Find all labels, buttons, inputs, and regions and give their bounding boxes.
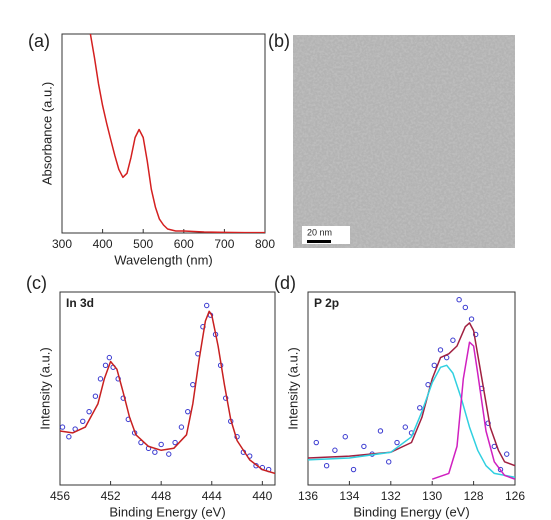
x-axis-label: Wavelength (nm) xyxy=(114,252,213,267)
panel-label: (a) xyxy=(28,31,50,51)
data-point xyxy=(106,354,113,361)
data-point xyxy=(386,459,392,465)
data-point xyxy=(178,424,185,430)
scale-bar-label: 20 nm xyxy=(307,227,332,237)
data-point xyxy=(166,451,172,457)
data-line xyxy=(308,364,515,479)
data-point xyxy=(323,463,330,469)
x-tick-label: 600 xyxy=(174,237,194,251)
x-tick-label: 452 xyxy=(101,489,121,503)
x-tick-label: 700 xyxy=(214,237,234,251)
data-point xyxy=(456,297,462,303)
annotation: In 3d xyxy=(66,296,94,310)
x-tick-label: 500 xyxy=(133,237,153,251)
data-point xyxy=(80,418,86,425)
annotation: P 2p xyxy=(314,296,339,310)
y-axis-label: Absorbance (a.u.) xyxy=(39,82,54,185)
data-point xyxy=(394,439,400,446)
data-point xyxy=(66,434,72,440)
data-point xyxy=(450,337,456,343)
data-point xyxy=(437,347,444,353)
panel-label: (c) xyxy=(26,273,47,293)
data-point xyxy=(222,395,229,401)
data-point xyxy=(504,451,510,457)
x-tick-label: 444 xyxy=(202,489,222,503)
panel-label: (d) xyxy=(274,273,296,293)
plot-frame xyxy=(59,291,276,486)
plot-frame xyxy=(307,291,516,486)
x-tick-label: 800 xyxy=(255,237,275,251)
data-line xyxy=(89,34,265,233)
data-point xyxy=(402,424,408,430)
x-tick-label: 448 xyxy=(151,489,171,503)
data-point xyxy=(497,466,504,473)
x-tick-label: 456 xyxy=(50,489,70,503)
plot-frame xyxy=(61,33,266,234)
x-axis-label: Binding Energy (eV) xyxy=(353,504,469,519)
data-point xyxy=(172,439,178,446)
data-point xyxy=(468,316,475,322)
data-point xyxy=(152,449,158,455)
x-axis-label: Binding Energy (eV) xyxy=(109,504,225,519)
x-tick-label: 132 xyxy=(381,489,401,503)
data-line xyxy=(431,341,515,480)
x-tick-label: 440 xyxy=(252,489,272,503)
y-axis-label: Intensity (a.u.) xyxy=(285,347,300,429)
panel-label: (b) xyxy=(268,31,290,51)
data-point xyxy=(204,302,210,309)
data-point xyxy=(59,424,66,430)
data-point xyxy=(431,362,437,369)
x-tick-label: 130 xyxy=(422,489,442,503)
data-point xyxy=(350,466,357,473)
y-axis-label: Intensity (a.u.) xyxy=(37,347,52,429)
data-point xyxy=(342,434,348,440)
data-line xyxy=(308,322,515,467)
tem-image xyxy=(293,35,515,248)
data-point xyxy=(377,428,384,434)
data-point xyxy=(361,443,367,450)
data-point xyxy=(158,441,164,448)
x-tick-label: 128 xyxy=(464,489,484,503)
data-point xyxy=(332,447,338,453)
data-point xyxy=(417,405,423,411)
data-line xyxy=(60,310,275,475)
x-tick-label: 136 xyxy=(298,489,318,503)
data-point xyxy=(472,331,479,338)
data-point xyxy=(462,304,469,311)
x-tick-label: 134 xyxy=(339,489,359,503)
x-tick-label: 400 xyxy=(93,237,113,251)
x-tick-label: 126 xyxy=(505,489,525,503)
data-point xyxy=(102,362,109,369)
data-point xyxy=(313,439,319,446)
x-tick-label: 300 xyxy=(52,237,72,251)
data-point xyxy=(97,376,104,382)
data-point xyxy=(190,381,196,388)
data-point xyxy=(92,393,99,399)
data-point xyxy=(185,408,191,415)
data-point xyxy=(86,408,92,415)
